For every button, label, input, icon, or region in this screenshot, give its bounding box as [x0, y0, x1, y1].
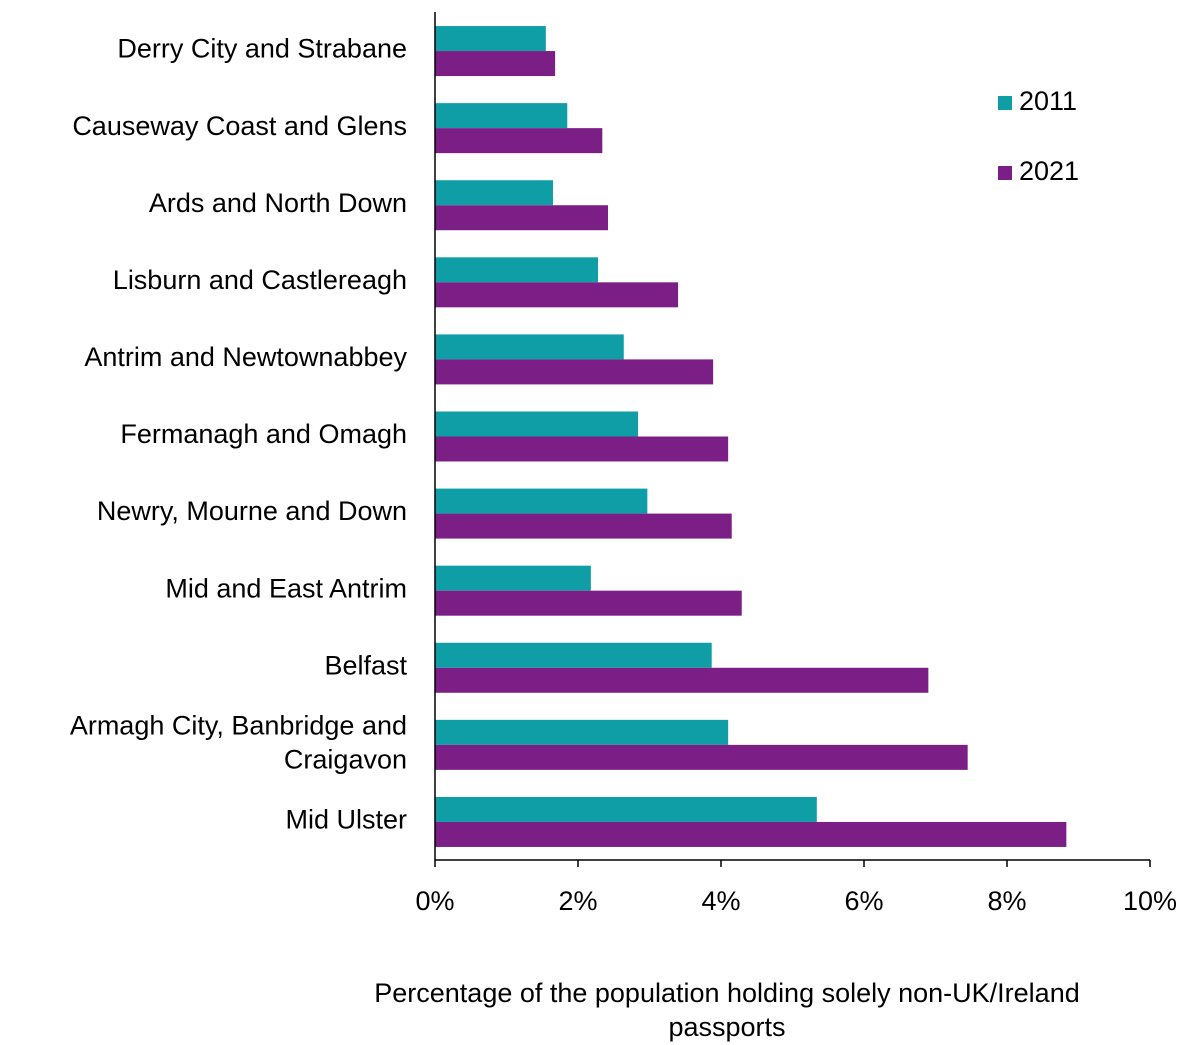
y-tick-label: Fermanagh and Omagh	[120, 419, 407, 449]
bar	[435, 436, 729, 462]
y-tick-label: Belfast	[324, 650, 407, 680]
y-tick-label: Ards and North Down	[149, 188, 407, 218]
y-tick-label: Mid Ulster	[285, 805, 407, 835]
bar	[435, 334, 624, 360]
legend-label: 2011	[1019, 86, 1077, 116]
bar	[435, 180, 553, 206]
bar	[435, 488, 648, 514]
y-tick-label: Derry City and Strabane	[117, 34, 407, 64]
bar	[435, 719, 729, 745]
legend-swatch	[998, 96, 1012, 110]
bar	[435, 205, 609, 231]
y-tick-label: Lisburn and Castlereagh	[113, 265, 407, 295]
bar	[435, 411, 639, 437]
bar	[435, 796, 817, 822]
bar	[435, 744, 968, 770]
legend-label: 2021	[1019, 156, 1079, 186]
bar	[435, 51, 556, 77]
x-tick-label: 8%	[987, 886, 1026, 916]
bar	[435, 642, 712, 668]
y-tick-label: Mid and East Antrim	[165, 573, 407, 603]
x-tick-label: 0%	[415, 886, 454, 916]
x-tick-label: 10%	[1123, 886, 1177, 916]
x-tick-label: 2%	[558, 886, 597, 916]
legend-swatch	[998, 166, 1012, 180]
y-tick-label: Antrim and Newtownabbey	[84, 342, 407, 372]
y-tick-label: Newry, Mourne and Down	[97, 496, 407, 526]
x-axis-label: Percentage of the population holding sol…	[374, 978, 1079, 1042]
y-tick-label: Causeway Coast and Glens	[72, 111, 407, 141]
bar	[435, 282, 679, 308]
bar	[435, 565, 591, 591]
x-tick-label: 4%	[701, 886, 740, 916]
bar	[435, 26, 546, 52]
bar	[435, 257, 599, 283]
y-tick-label: Armagh City, Banbridge and Craigavon	[70, 710, 407, 774]
bar	[435, 103, 568, 129]
bar	[435, 359, 714, 385]
bar	[435, 513, 732, 539]
x-tick-label: 6%	[844, 886, 883, 916]
bar	[435, 128, 603, 154]
bar	[435, 590, 742, 616]
bar	[435, 821, 1067, 847]
bar	[435, 667, 929, 693]
